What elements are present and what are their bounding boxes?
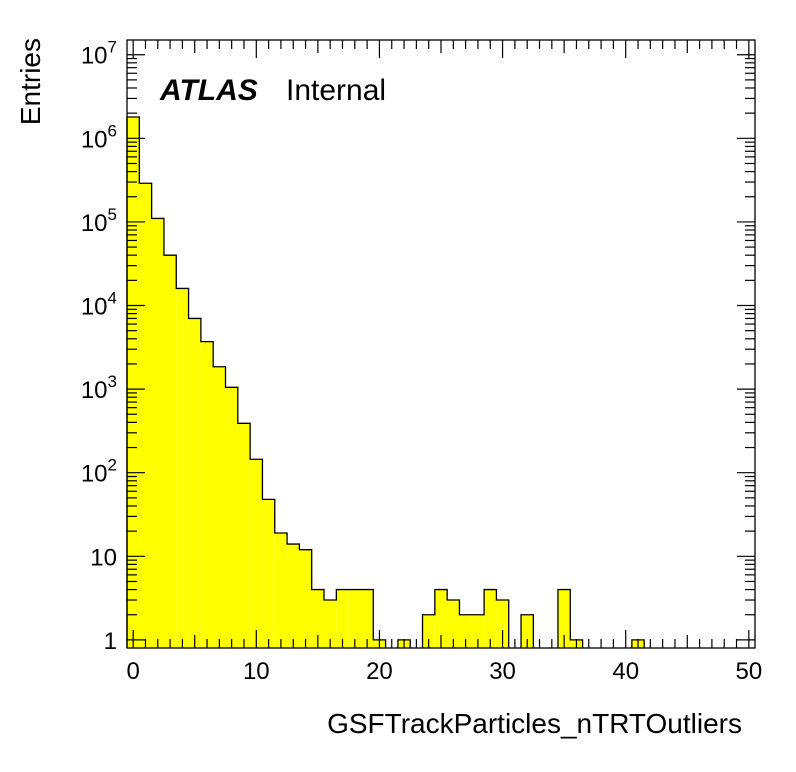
histogram-bar [213,366,226,648]
histogram-bar [422,614,435,648]
y-tick-labels: 1 10 102 103 104 105 106 107 [81,38,117,655]
y-tick-label: 10 [90,544,117,571]
atlas-label: ATLAS [159,74,258,107]
axis-ticks [127,40,755,648]
x-tick-label: 0 [126,658,139,685]
y-axis-title: Entries [15,38,46,125]
x-tick-label: 30 [489,658,516,685]
x-tick-label: 20 [366,658,393,685]
y-tick-label: 102 [81,456,117,488]
x-tick-label: 10 [243,658,270,685]
histogram-bar [151,218,164,648]
histogram-bar [262,499,275,648]
histogram-bar [471,614,485,648]
histogram-bar [250,459,263,648]
histogram-bar [459,614,472,648]
histogram-bar [163,255,177,648]
y-tick-label: 1 [104,628,117,655]
histogram-bar [521,614,534,648]
histogram-bar [287,544,300,648]
y-tick-label: 103 [81,372,117,404]
y-tick-label: 105 [81,205,117,237]
histogram-bars [127,116,645,649]
histogram-bar [299,549,312,648]
histogram-bar [127,116,140,649]
histogram-bar [484,589,497,648]
histogram-bar [311,589,325,648]
x-tick-label: 50 [735,658,762,685]
x-tick-label: 40 [612,658,639,685]
histogram-bar [200,341,214,648]
histogram-bar [274,532,288,648]
histogram-bar [188,318,201,648]
histogram-bar [434,589,448,648]
internal-label: Internal [286,74,386,107]
y-tick-label: 106 [81,121,117,153]
histogram-bar [496,600,509,648]
histogram-bar [336,589,349,648]
plot-frame [126,39,756,649]
x-tick-labels: 0 10 20 30 40 50 [126,658,762,685]
y-tick-label: 104 [81,289,117,321]
histogram-bar [324,600,337,648]
histogram-bar [447,600,460,648]
histogram-bar [557,589,571,648]
histogram-bar [360,589,374,648]
y-tick-label: 107 [81,38,117,70]
histogram-bar [139,183,152,649]
histogram-bar [176,288,189,648]
histogram-bar [237,423,251,648]
histogram-bar [225,387,238,648]
histogram-bar [348,589,361,648]
x-axis-title: GSFTrackParticles_nTRTOutliers [327,708,742,739]
